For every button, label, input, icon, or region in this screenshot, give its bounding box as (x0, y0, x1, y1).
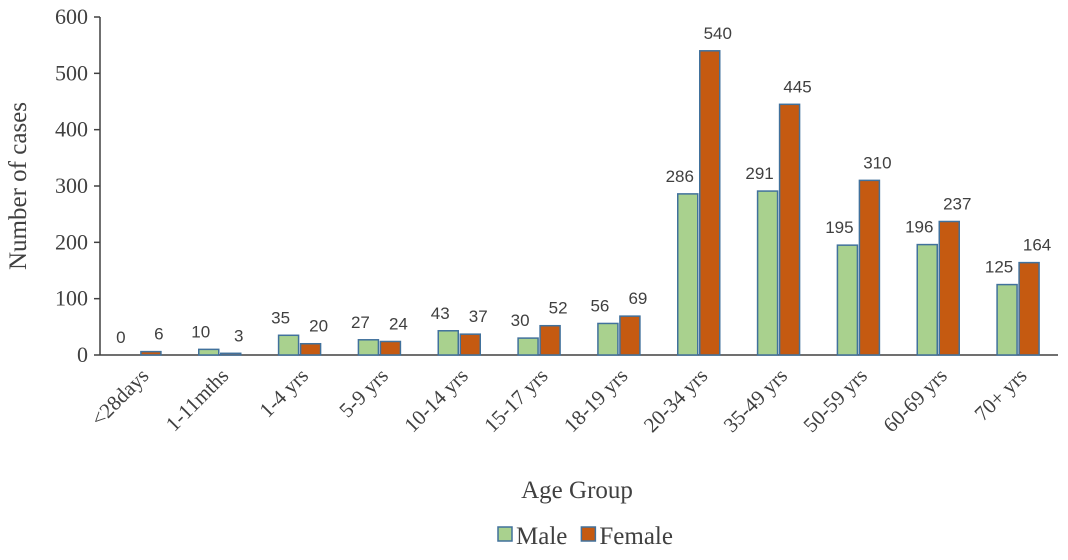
data-label: 69 (628, 289, 647, 308)
bar (778, 103, 801, 356)
bar (198, 348, 220, 356)
data-label: 43 (431, 304, 450, 323)
data-label: 52 (549, 299, 568, 318)
bar (220, 352, 242, 356)
y-tick-label: 0 (77, 342, 88, 367)
data-label: 27 (351, 313, 370, 332)
bar (539, 324, 561, 356)
data-label: 164 (1023, 236, 1051, 255)
data-label: 6 (154, 325, 163, 344)
data-label: 35 (271, 308, 290, 327)
data-label: 30 (511, 311, 530, 330)
y-tick-label: 600 (55, 4, 88, 29)
x-tick-label: 18-19 yrs (559, 364, 632, 437)
x-tick-label: 10-14 yrs (399, 364, 472, 437)
data-label: 291 (745, 164, 773, 183)
y-tick-label: 100 (55, 286, 88, 311)
x-tick-label: 1-11mths (161, 364, 234, 437)
bar (459, 333, 481, 356)
data-label: 286 (666, 167, 694, 186)
bar (858, 179, 881, 356)
x-tick-label: 35-49 yrs (719, 364, 792, 437)
data-label: 0 (116, 328, 125, 347)
y-tick-label: 400 (55, 117, 88, 142)
bar (1018, 261, 1040, 356)
data-label: 237 (943, 194, 971, 213)
data-label: 445 (783, 77, 811, 96)
data-label: 3 (234, 326, 243, 345)
y-tick-label: 200 (55, 229, 88, 254)
data-label: 196 (905, 218, 933, 237)
x-tick-label: 50-59 yrs (798, 364, 871, 437)
data-label: 24 (389, 314, 408, 333)
bar (619, 315, 641, 356)
bar (597, 322, 619, 356)
data-label: 125 (985, 258, 1013, 277)
y-tick-label: 500 (55, 60, 88, 85)
x-tick-label: 70+ yrs (970, 364, 1032, 426)
legend-label: Male (516, 523, 567, 550)
data-label: 20 (309, 317, 328, 336)
x-tick-label: 15-17 yrs (479, 364, 552, 437)
bar (699, 50, 721, 356)
legend-swatch (497, 526, 513, 542)
bar (299, 342, 322, 356)
x-tick-label: 5-9 yrs (334, 364, 393, 423)
data-label: 37 (469, 307, 488, 326)
legend-swatch (580, 526, 597, 542)
y-axis-title: Number of cases (5, 102, 32, 270)
bar (677, 193, 699, 356)
bar (379, 340, 402, 356)
bar (916, 243, 938, 356)
legend: Male Female (497, 523, 673, 550)
data-label: 10 (191, 322, 210, 341)
x-tick-label: <28days (86, 364, 153, 431)
bar (756, 190, 779, 356)
bar (140, 350, 162, 356)
bar (277, 334, 300, 356)
x-axis-title: Age Group (521, 477, 633, 504)
x-tick-label: 20-34 yrs (639, 364, 712, 437)
bar (938, 220, 960, 356)
y-tick-label: 300 (55, 173, 88, 198)
bar (437, 330, 459, 356)
data-label: 540 (704, 24, 732, 43)
bar (517, 337, 539, 356)
data-label: 195 (825, 218, 853, 237)
x-tick-label: 60-69 yrs (878, 364, 951, 437)
bar (996, 283, 1018, 356)
data-label: 56 (590, 296, 609, 315)
data-label: 310 (863, 153, 891, 172)
bar (357, 339, 380, 356)
bar (836, 244, 859, 356)
legend-label: Female (599, 523, 673, 550)
x-tick-label: 1-4 yrs (254, 364, 313, 423)
